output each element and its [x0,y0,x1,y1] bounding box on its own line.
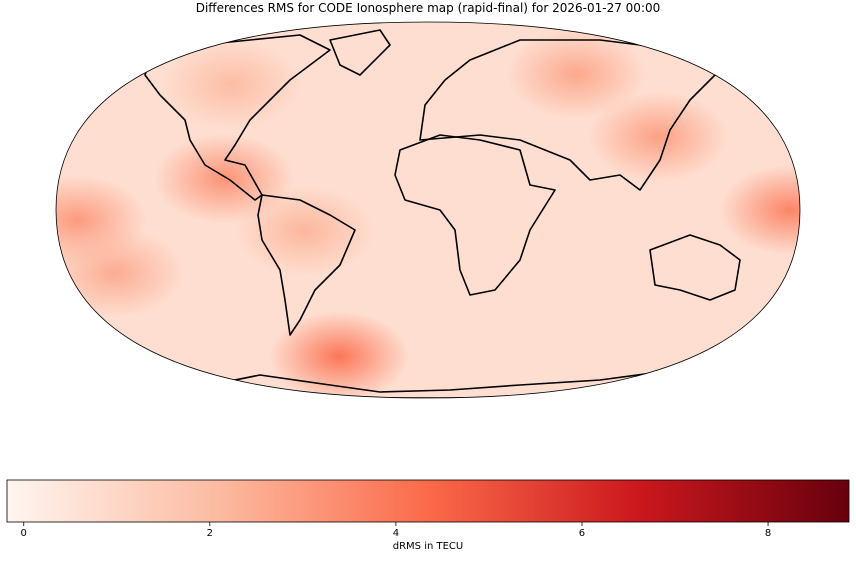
map-frame [55,21,801,399]
coast-eurasia [419,39,721,191]
hotspot [719,165,800,255]
hotspot [56,227,185,318]
coast-antarctica [209,371,691,398]
colorbar-tick-label: 8 [765,528,771,539]
coast-north-america [144,34,331,201]
colorbar-tick-label: 0 [21,528,27,539]
coast-australia [649,234,741,301]
coast-south-america [257,194,356,336]
colorbar-tick-label: 4 [393,528,399,539]
colorbar [6,479,850,523]
hotspot [269,311,410,398]
hotspot [588,91,729,182]
map [56,22,800,398]
hotspot [161,39,302,130]
coastlines [144,29,741,398]
coast-africa [394,134,556,296]
chart-title: Differences RMS for CODE Ionosphere map … [196,1,661,15]
hotspots [56,29,800,398]
colorbar-label: dRMS in TECU [393,541,463,552]
coast-greenland [329,29,391,76]
colorbar-tick-label: 6 [579,528,585,539]
colorbar-ticks: 0 2 4 6 8 [21,522,771,539]
hotspot [506,29,647,120]
colorbar-tick-label: 2 [207,528,213,539]
